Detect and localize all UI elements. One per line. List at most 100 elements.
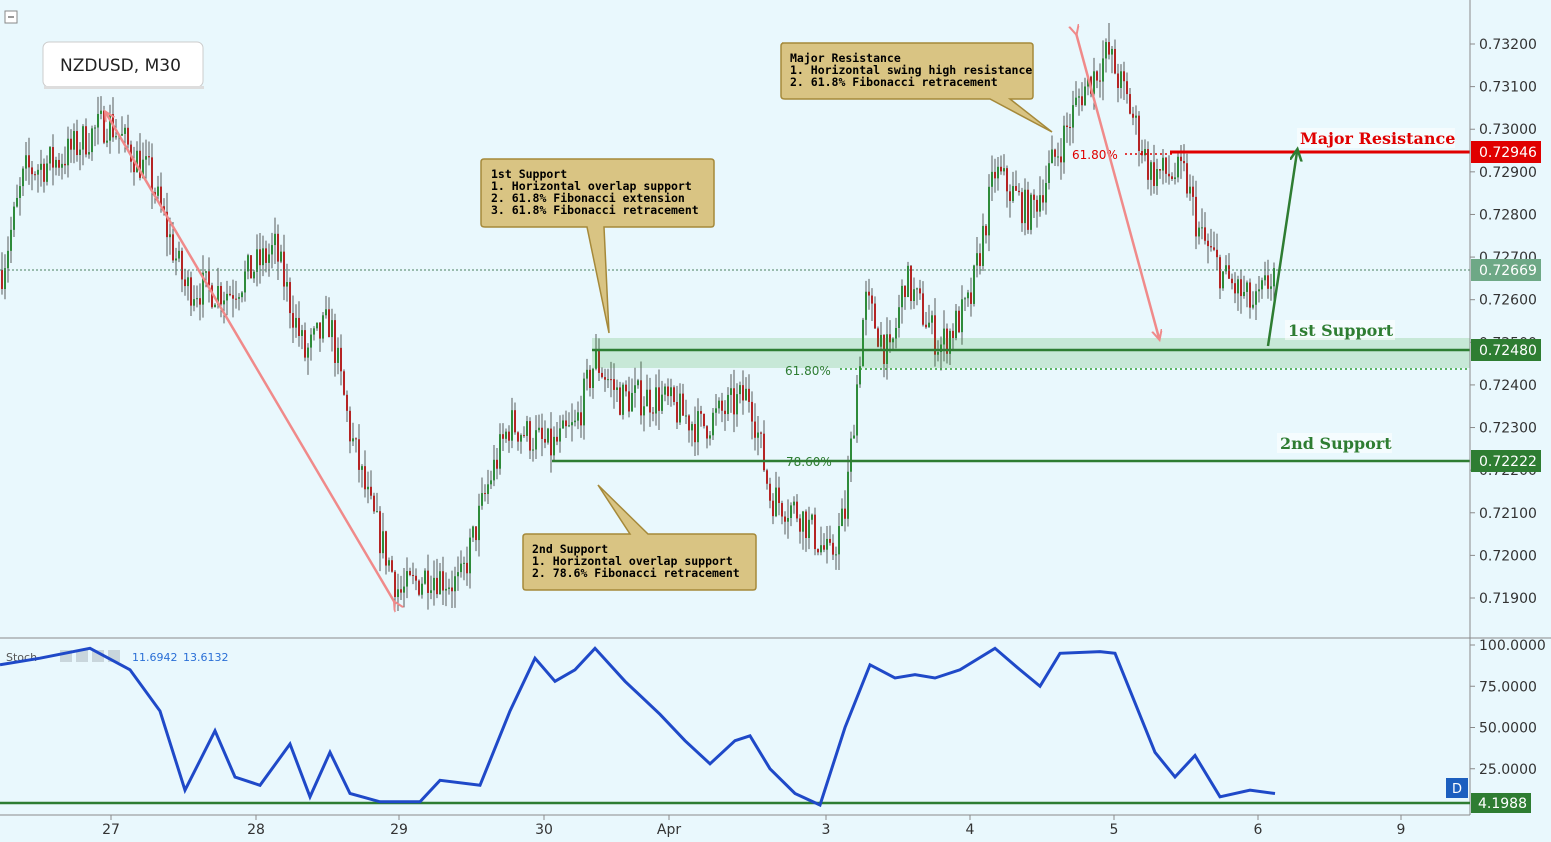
candle-body [61,163,63,168]
candle-body [430,590,432,593]
candle-body [898,307,900,328]
candle-body [973,265,975,304]
candle-body [406,571,408,587]
candle-body [475,526,477,541]
candle-body [388,560,390,566]
candle-body [1030,194,1032,230]
candle-body [1216,249,1218,258]
time-tick-label: 27 [102,822,120,838]
candle-body [907,265,909,298]
current-price-badge: 0.72669 [1471,259,1541,281]
candle-body [550,428,552,456]
support1-price-badge: 0.72480 [1471,339,1541,361]
major-resistance-label: Major Resistance [1297,128,1455,148]
candle-body [1072,105,1074,128]
stoch-tick-label: 25.0000 [1479,762,1537,778]
candle-body [526,421,528,436]
candle-body [1234,283,1236,294]
candle-body [1102,58,1104,82]
candle-body [751,401,753,422]
collapse-toggle-icon[interactable] [4,10,18,24]
candle-body [1180,156,1182,161]
candle-body [1060,156,1062,163]
candle-body [205,271,207,273]
candle-body [241,292,243,298]
time-tick-label: 28 [247,822,265,838]
candle-body [37,169,39,175]
candle-body [1078,96,1080,98]
time-axis: 27 28 29 30 Apr 3 4 5 6 9 [0,814,1470,838]
price-tick-label: 0.72400 [1479,378,1537,394]
candle-body [817,549,819,553]
candle-body [565,420,567,427]
candle-body [589,369,591,388]
candle-body [652,412,654,414]
candle-body [1246,282,1248,292]
candle-body [634,385,636,393]
stoch-tick-label: 50.0000 [1479,721,1537,737]
candle-body [268,254,270,263]
candle-body [10,229,12,251]
candle-body [739,385,741,395]
candle-body [679,393,681,423]
scale-d-button[interactable]: D [1446,778,1468,798]
candle-body [1168,173,1170,177]
candle-body [286,282,288,287]
candle-body [334,320,336,363]
candle-body [868,291,870,296]
candle-body [862,319,864,367]
candle-body [193,299,195,306]
candle-body [40,163,42,170]
candle-body [370,486,372,496]
candle-body [409,571,411,576]
svg-text:3. 61.8% Fibonacci retracement: 3. 61.8% Fibonacci retracement [491,203,699,217]
candle-body [562,420,564,429]
candle-body [970,292,972,304]
candle-body [997,166,999,179]
candle-body [532,449,534,451]
candle-body [784,516,786,522]
candle-body [649,389,651,413]
candle-body [976,253,978,266]
candle-body [316,322,318,329]
candle-body [811,514,813,520]
candle-body [328,309,330,338]
candle-body [124,127,126,134]
candle-body [394,571,396,598]
candle-body [559,428,561,442]
candle-body [538,427,540,431]
candle-body [355,438,357,440]
candle-body [1012,186,1014,201]
candle-body [1264,275,1266,281]
candle-body [262,248,264,266]
candle-body [919,288,921,294]
candle-body [628,391,630,412]
candle-body [796,501,798,519]
candle-body [910,265,912,301]
candle-body [385,531,387,566]
candle-body [91,128,93,153]
candle-body [508,431,510,441]
candle-body [946,328,948,354]
candle-body [1153,162,1155,186]
candle-body [901,285,903,308]
candle-body [298,317,300,336]
candle-body [982,225,984,266]
candle-body [1177,156,1179,178]
candle-body [340,347,342,372]
candle-body [481,493,483,506]
candle-body [805,511,807,539]
candle-body [553,436,555,456]
candle-body [400,589,402,593]
support-zone [592,338,1470,368]
candle-body [1240,279,1242,297]
candle-body [337,347,339,363]
candle-body [574,420,576,423]
candle-body [505,431,507,439]
candle-body [592,368,594,388]
candle-body [820,545,822,553]
candle-body [478,505,480,541]
candle-body [1249,282,1251,308]
candle-body [25,155,27,169]
candle-body [1039,195,1041,212]
